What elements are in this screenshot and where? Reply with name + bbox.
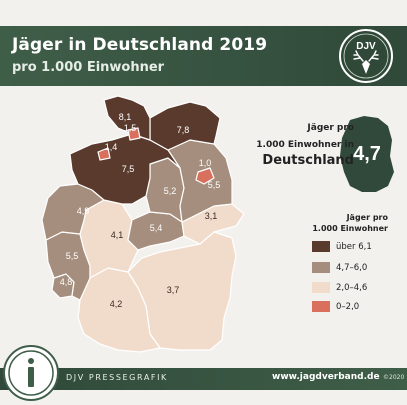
region-value-label: 5,4: [150, 223, 163, 233]
region-hamburg: [127, 127, 141, 141]
legend-swatch: [312, 262, 330, 273]
region-berlin: [195, 167, 215, 185]
legend-swatch: [312, 301, 330, 312]
region-value-label: 3,1: [205, 211, 218, 221]
legend-label: 4,7–6,0: [336, 263, 368, 273]
page-title: Jäger in Deutschland 2019: [12, 35, 268, 55]
national-value: 4,7: [353, 143, 381, 165]
footer-band: [0, 368, 407, 390]
national-info-line3: Deutschland: [262, 153, 354, 168]
region-value-label: 7,5: [122, 164, 135, 174]
stag-icon: [353, 50, 379, 74]
legend-label: über 6,1: [336, 242, 372, 252]
footer-url-link[interactable]: www.jagdverband.de: [272, 372, 380, 382]
region-value-label: 4,2: [110, 299, 123, 309]
legend-title-line1: Jäger pro: [346, 213, 388, 222]
footer-credit: DJV PRESSEGRAFIK: [66, 373, 168, 382]
legend-title-line2: 1.000 Einwohner: [312, 224, 388, 233]
djv-logo: DJV: [339, 29, 393, 83]
footer-copyright: ©2020: [383, 374, 405, 381]
region-value-label: 4,8: [60, 277, 73, 287]
germany-mini-map: [340, 116, 394, 192]
region-value-label: 4,9: [77, 206, 90, 216]
region-value-label: 5,5: [208, 180, 221, 190]
national-info-line2: 1.000 Einwohner in: [256, 140, 354, 150]
region-value-label: 5,5: [66, 251, 79, 261]
region-value-label: 1,5: [124, 123, 137, 133]
page-subtitle: pro 1.000 Einwohner: [12, 60, 165, 75]
region-hessen: [79, 199, 139, 279]
legend-swatch: [312, 282, 330, 293]
region-value-label: 1,4: [105, 142, 118, 152]
region-value-label: 8,1: [119, 112, 132, 122]
info-icon[interactable]: [2, 344, 60, 402]
logo-text: DJV: [356, 41, 376, 52]
legend-swatch: [312, 241, 330, 252]
region-bremen: [97, 147, 111, 161]
region-nordrhein-westfalen: [41, 183, 105, 241]
region-value-label: 4,1: [111, 230, 124, 240]
germany-map: 4,7 8,1 7,8 1,5 1,4 7,5 1,0 5,5 5,2 4,9 5,4 3,1 4,1…: [41, 95, 394, 353]
legend-label: 0–2,0: [336, 302, 360, 312]
national-info-line1: Jäger pro: [307, 123, 354, 133]
legend-label: 2,0–4,6: [336, 283, 368, 293]
region-value-label: 1,0: [199, 158, 212, 168]
region-value-label: 7,8: [177, 125, 190, 135]
region-value-label: 3,7: [167, 285, 180, 295]
region-value-label: 5,2: [164, 186, 177, 196]
